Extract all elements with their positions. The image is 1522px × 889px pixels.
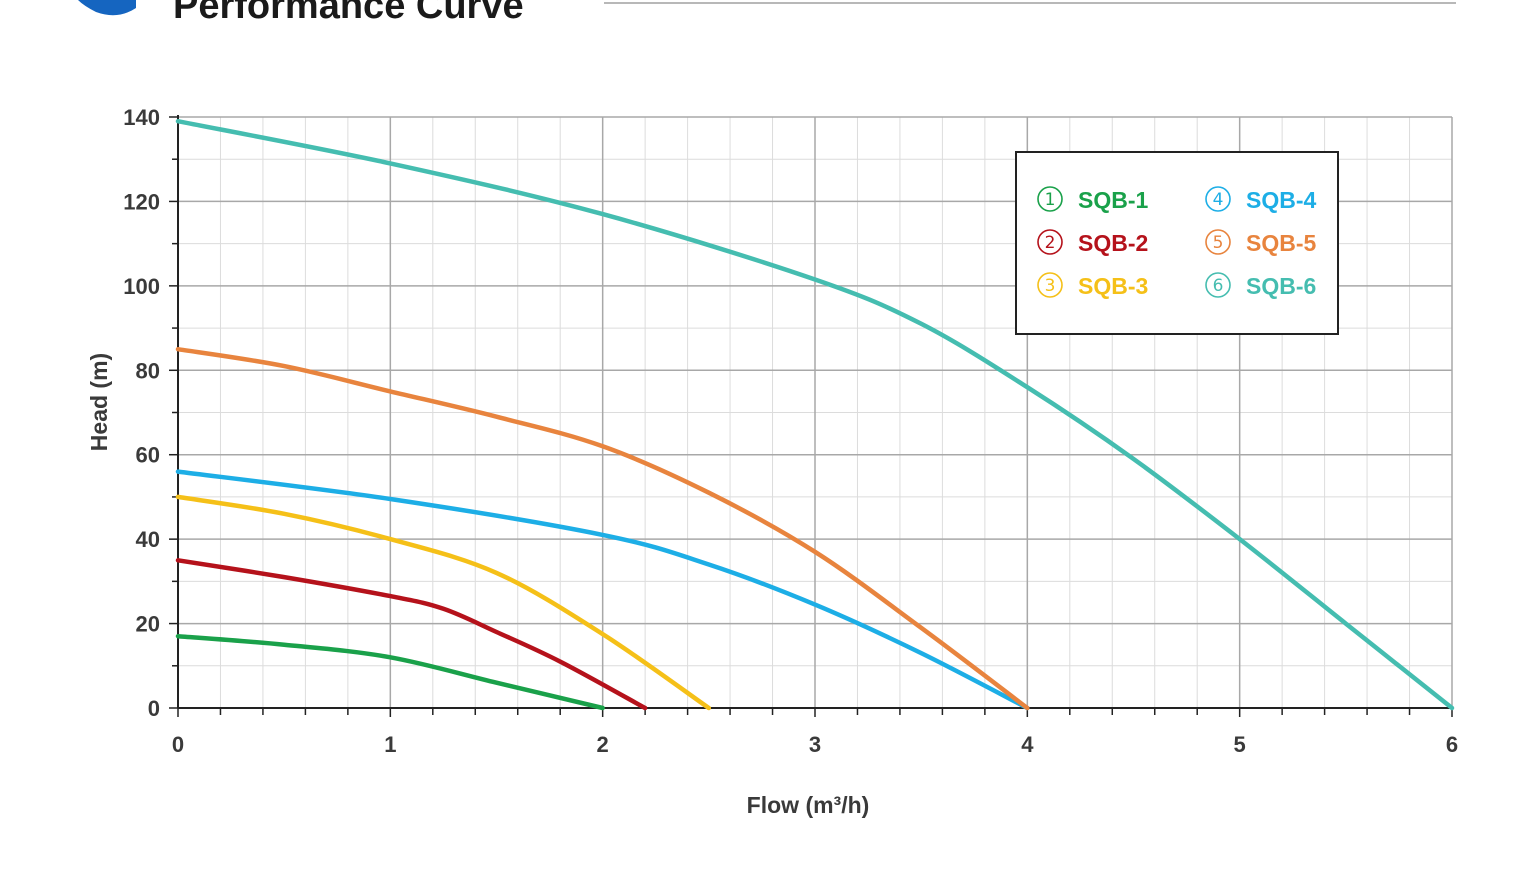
legend-marker-number: 2: [1045, 233, 1056, 253]
series-lines: [175, 118, 1455, 711]
x-tick-label: 6: [1446, 732, 1458, 757]
y-axis-label: Head (m): [86, 353, 112, 451]
page-header: Performance Curve: [78, 0, 1456, 27]
legend-marker-number: 5: [1213, 233, 1224, 253]
y-tick-labels: 0 20 40 60 80 100 120 140: [123, 105, 160, 721]
legend-item-sqb-1: 1 SQB-1: [1037, 186, 1149, 213]
x-tick-label: 5: [1234, 732, 1246, 757]
y-tick-label: 0: [148, 696, 160, 721]
legend-box: [1015, 151, 1339, 335]
legend-item-sqb-3: 3 SQB-3: [1037, 272, 1148, 299]
legend-marker-circle: [1205, 229, 1231, 255]
legend-marker-circle: [1037, 272, 1063, 298]
page-title: Performance Curve: [173, 0, 524, 27]
y-tick-label: 140: [123, 105, 160, 130]
x-tick-label: 2: [597, 732, 609, 757]
y-tick-label: 80: [136, 358, 160, 383]
legend-label: SQB-1: [1078, 187, 1149, 213]
legend-label: SQB-2: [1078, 230, 1148, 256]
legend-marker-number: 6: [1213, 276, 1224, 296]
legend-marker-number: 3: [1045, 276, 1056, 296]
y-tick-label: 20: [136, 612, 160, 637]
y-tick-label: 100: [123, 274, 160, 299]
x-tick-label: 1: [384, 732, 396, 757]
x-tick-label: 4: [1021, 732, 1034, 757]
series-line-sqb-1: [175, 633, 605, 711]
legend-marker-circle: [1205, 272, 1231, 298]
legend-item-sqb-6: 6 SQB-6: [1205, 272, 1316, 299]
legend-marker-circle: [1205, 186, 1231, 212]
x-tick-label: 3: [809, 732, 821, 757]
series-line-sqb-4: [175, 469, 1030, 711]
legend: 1 SQB-1 2 SQB-2 3 SQB-3 4 SQB-4 5 SQB-5 6 SQB-6: [1015, 151, 1339, 335]
legend-marker-circle: [1037, 186, 1063, 212]
x-tick-labels: 0 1 2 3 4 5 6: [172, 732, 1458, 757]
series-line-sqb-2: [175, 558, 648, 711]
x-tick-label: 0: [172, 732, 184, 757]
series-line-sqb-6: [175, 118, 1455, 711]
legend-marker-circle: [1037, 229, 1063, 255]
legend-label: SQB-5: [1246, 230, 1317, 256]
legend-marker-number: 1: [1045, 190, 1056, 210]
series-line-sqb-3: [175, 494, 712, 711]
x-axis-label: Flow (m³/h): [747, 792, 870, 818]
legend-marker-number: 4: [1213, 190, 1224, 210]
legend-item-sqb-5: 5 SQB-5: [1205, 229, 1317, 256]
y-tick-label: 120: [123, 189, 160, 214]
legend-item-sqb-2: 2 SQB-2: [1037, 229, 1148, 256]
axes: [169, 115, 1453, 717]
legend-label: SQB-4: [1246, 187, 1317, 213]
y-tick-label: 40: [136, 527, 160, 552]
legend-item-sqb-4: 4 SQB-4: [1205, 186, 1317, 213]
y-tick-label: 60: [136, 443, 160, 468]
series-line-sqb-5: [175, 346, 1030, 711]
header-accent-icon: [78, 0, 136, 16]
legend-label: SQB-3: [1078, 273, 1148, 299]
legend-label: SQB-6: [1246, 273, 1316, 299]
